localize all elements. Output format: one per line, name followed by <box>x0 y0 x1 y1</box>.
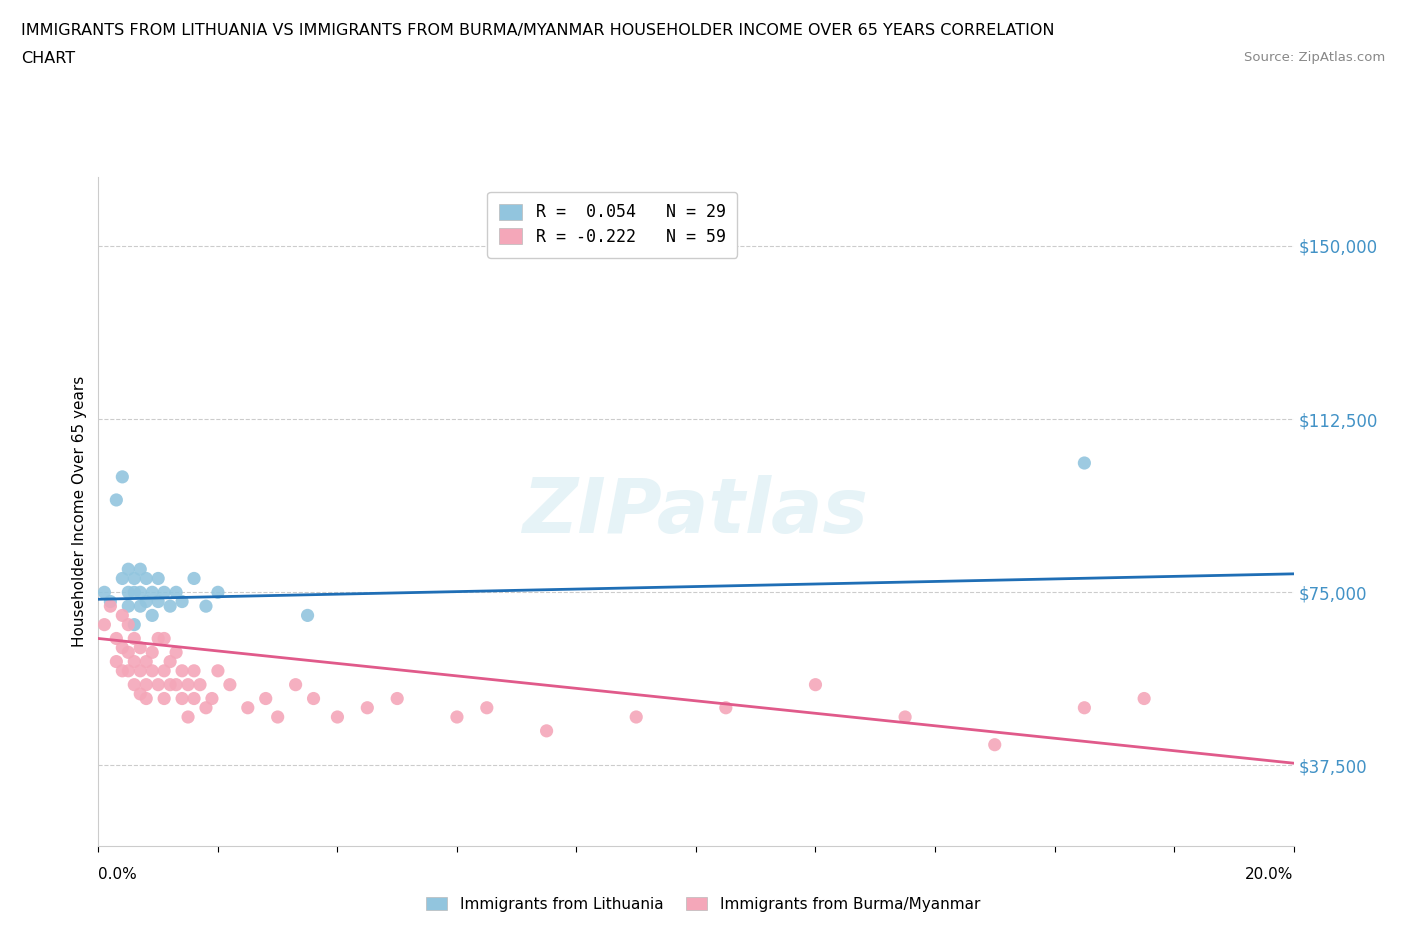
Point <box>194 700 218 715</box>
Point <box>1133 691 1156 706</box>
Point <box>172 691 194 706</box>
Point <box>183 691 205 706</box>
Point <box>148 594 170 609</box>
Point <box>148 631 170 646</box>
Point <box>201 691 224 706</box>
Point <box>124 677 146 692</box>
Point <box>111 640 134 655</box>
Point <box>117 599 139 614</box>
Point <box>105 631 128 646</box>
Point <box>124 631 146 646</box>
Point <box>129 585 152 600</box>
Point <box>124 618 146 632</box>
Point <box>267 710 290 724</box>
Point <box>207 585 229 600</box>
Point <box>804 677 827 692</box>
Point <box>165 585 187 600</box>
Y-axis label: Householder Income Over 65 years: Householder Income Over 65 years <box>72 376 87 647</box>
Legend: R =  0.054   N = 29, R = -0.222   N = 59: R = 0.054 N = 29, R = -0.222 N = 59 <box>488 192 737 258</box>
Point <box>141 585 163 600</box>
Point <box>1073 700 1095 715</box>
Point <box>124 654 146 669</box>
Text: CHART: CHART <box>21 51 75 66</box>
Legend: Immigrants from Lithuania, Immigrants from Burma/Myanmar: Immigrants from Lithuania, Immigrants fr… <box>420 890 986 918</box>
Point <box>117 663 139 678</box>
Point <box>93 618 115 632</box>
Point <box>983 737 1005 752</box>
Point <box>475 700 498 715</box>
Point <box>153 691 176 706</box>
Point <box>129 562 152 577</box>
Point <box>98 594 122 609</box>
Point <box>326 710 349 724</box>
Point <box>207 663 229 678</box>
Point <box>284 677 307 692</box>
Point <box>172 594 194 609</box>
Point <box>177 677 200 692</box>
Point <box>124 571 146 586</box>
Point <box>135 691 157 706</box>
Point <box>194 599 218 614</box>
Point <box>159 599 181 614</box>
Point <box>129 686 152 701</box>
Point <box>135 594 157 609</box>
Point <box>153 663 176 678</box>
Point <box>148 677 170 692</box>
Point <box>536 724 558 738</box>
Point <box>254 691 277 706</box>
Text: Source: ZipAtlas.com: Source: ZipAtlas.com <box>1244 51 1385 64</box>
Text: ZIPatlas: ZIPatlas <box>523 474 869 549</box>
Point <box>714 700 737 715</box>
Point <box>219 677 242 692</box>
Point <box>135 677 157 692</box>
Point <box>111 663 134 678</box>
Point <box>159 677 181 692</box>
Point <box>1073 456 1095 471</box>
Point <box>135 654 157 669</box>
Point <box>148 571 170 586</box>
Point <box>153 585 176 600</box>
Point <box>117 562 139 577</box>
Point <box>165 644 187 659</box>
Point <box>356 700 378 715</box>
Point <box>129 663 152 678</box>
Point <box>141 644 163 659</box>
Point <box>159 654 181 669</box>
Point <box>111 470 134 485</box>
Point <box>105 654 128 669</box>
Point <box>183 571 205 586</box>
Point <box>129 640 152 655</box>
Point <box>129 599 152 614</box>
Point <box>124 585 146 600</box>
Text: IMMIGRANTS FROM LITHUANIA VS IMMIGRANTS FROM BURMA/MYANMAR HOUSEHOLDER INCOME OV: IMMIGRANTS FROM LITHUANIA VS IMMIGRANTS … <box>21 23 1054 38</box>
Point <box>153 631 176 646</box>
Point <box>111 608 134 623</box>
Point <box>141 663 163 678</box>
Point <box>93 585 115 600</box>
Point <box>117 585 139 600</box>
Point <box>624 710 647 724</box>
Point <box>236 700 259 715</box>
Point <box>188 677 211 692</box>
Point <box>105 493 128 508</box>
Point <box>183 663 205 678</box>
Text: 0.0%: 0.0% <box>98 867 138 882</box>
Point <box>135 571 157 586</box>
Point <box>177 710 200 724</box>
Point <box>385 691 409 706</box>
Point <box>98 599 122 614</box>
Text: 20.0%: 20.0% <box>1246 867 1294 882</box>
Point <box>446 710 468 724</box>
Point <box>302 691 325 706</box>
Point <box>111 571 134 586</box>
Point <box>297 608 319 623</box>
Point <box>172 663 194 678</box>
Point <box>165 677 187 692</box>
Point <box>117 618 139 632</box>
Point <box>141 608 163 623</box>
Point <box>894 710 917 724</box>
Point <box>117 644 139 659</box>
